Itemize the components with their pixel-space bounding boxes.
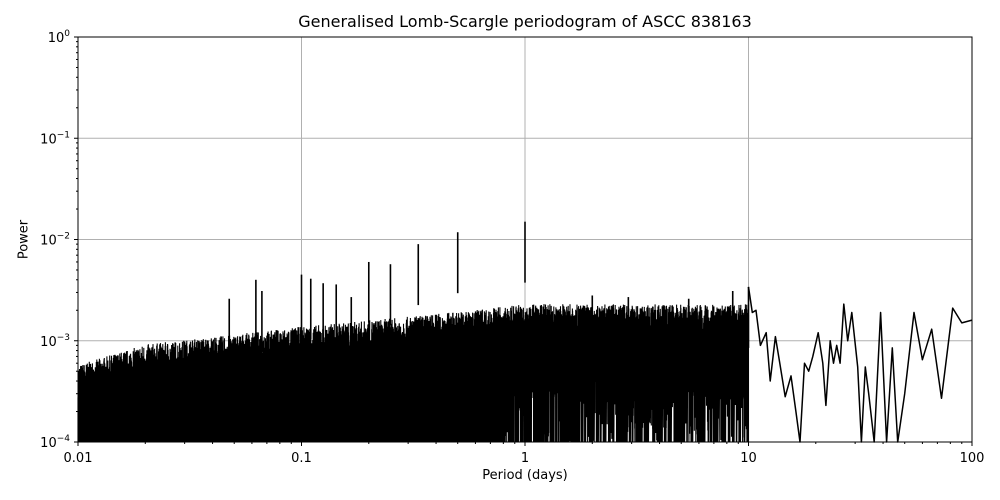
svg-text:100: 100: [48, 29, 71, 46]
svg-text:10−2: 10−2: [40, 232, 70, 249]
svg-text:100: 100: [960, 451, 985, 466]
svg-text:10−4: 10−4: [40, 434, 70, 451]
x-axis-label: Period (days): [482, 468, 568, 483]
power-curve: [77, 221, 973, 443]
svg-text:0.01: 0.01: [64, 451, 93, 466]
svg-text:10: 10: [740, 451, 757, 466]
chart-title: Generalised Lomb-Scargle periodogram of …: [298, 12, 752, 31]
svg-text:1: 1: [521, 451, 529, 466]
svg-text:0.1: 0.1: [291, 451, 312, 466]
svg-text:10−1: 10−1: [40, 130, 70, 147]
axis-ticks: 0.01 0.1 1 10 100 100 10−1 10−2 10−3 10−4: [40, 29, 984, 466]
svg-text:10−3: 10−3: [40, 333, 70, 350]
